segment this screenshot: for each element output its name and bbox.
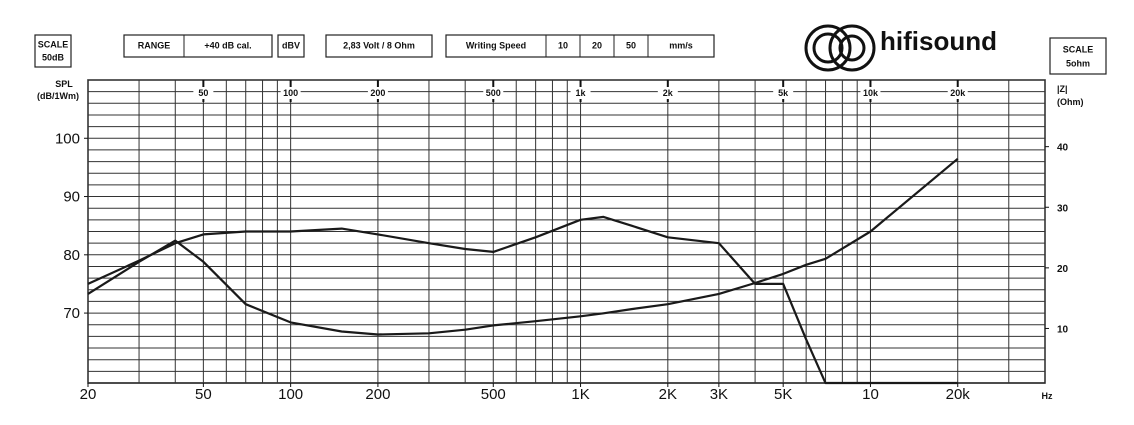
series-line [87, 157, 959, 336]
x-tick-label: 200 [365, 386, 390, 403]
scale-value: 5ohm [1066, 58, 1090, 68]
top-label-bg [947, 87, 968, 99]
top-label-bg [657, 87, 678, 99]
header: SCALE 50dB RANGE +40 dB cal. dBV 2,83 Vo… [34, 24, 1107, 75]
top-x-tick-label: 5k [778, 88, 789, 98]
top-x-tick-label: 20k [950, 88, 966, 98]
x-tick-label: 100 [278, 386, 303, 403]
scale-value: 50dB [42, 52, 65, 62]
unit: dBV [282, 40, 300, 50]
logo-mark [804, 24, 876, 72]
y2-tick-label: 40 [1057, 143, 1069, 154]
series-line [87, 215, 958, 385]
y-tick-label: 70 [63, 305, 80, 322]
y2-label: |Z| [1057, 84, 1068, 94]
top-label-bg [483, 87, 504, 99]
top-label-bg [773, 87, 794, 99]
x-tick-label: 20 [80, 386, 97, 403]
y-label: (dB/1Wm) [37, 91, 79, 101]
top-label-bg [570, 87, 591, 99]
x-tick-label: 20k [946, 386, 971, 403]
top-x-tick-label: 2k [663, 88, 674, 98]
scale-box [34, 34, 72, 68]
scale-label: SCALE [38, 39, 69, 49]
y2-label: (Ohm) [1057, 97, 1084, 107]
y-tick-label: 90 [63, 189, 80, 206]
top-x-tick-label: 200 [370, 88, 385, 98]
x-tick-label: 2K [659, 386, 677, 403]
speed-unit: mm/s [669, 40, 693, 50]
x-tick-label: 1K [571, 386, 589, 403]
top-x-tick-label: 50 [198, 88, 208, 98]
scale-box [1049, 37, 1107, 75]
range-box [123, 34, 273, 58]
x-tick-label: 10 [862, 386, 879, 403]
y2-tick-label: 20 [1057, 264, 1069, 275]
y-label: SPL [55, 79, 73, 89]
top-x-tick-label: 10k [863, 88, 879, 98]
top-x-tick-label: 1k [576, 88, 587, 98]
drive: 2,83 Volt / 8 Ohm [343, 40, 415, 50]
speed: 20 [592, 40, 602, 50]
range-label: RANGE [138, 40, 171, 50]
x-tick-label: 3K [710, 386, 728, 403]
x-unit: Hz [1042, 391, 1053, 401]
top-label-bg [193, 87, 214, 99]
scale-label: SCALE [1063, 44, 1094, 54]
speed: 10 [558, 40, 568, 50]
x-tick-label: 50 [195, 386, 212, 403]
range-value: +40 dB cal. [204, 40, 251, 50]
top-label-bg [860, 87, 881, 99]
drive-box [325, 34, 433, 58]
y2-tick-label: 30 [1057, 203, 1069, 214]
unit-box [277, 34, 305, 58]
top-label-bg [367, 87, 388, 99]
logo: hifisound [880, 26, 997, 56]
x-tick-label: 5K [774, 386, 792, 403]
y-tick-label: 80 [63, 247, 80, 264]
top-x-tick-label: 500 [486, 88, 501, 98]
speed: 50 [626, 40, 636, 50]
y2-tick-label: 10 [1057, 324, 1069, 335]
top-label-bg [280, 87, 301, 99]
x-tick-label: 500 [481, 386, 506, 403]
writing-speed: Writing Speed [466, 40, 526, 50]
top-x-tick-label: 100 [283, 88, 298, 98]
y-tick-label: 100 [55, 130, 80, 147]
